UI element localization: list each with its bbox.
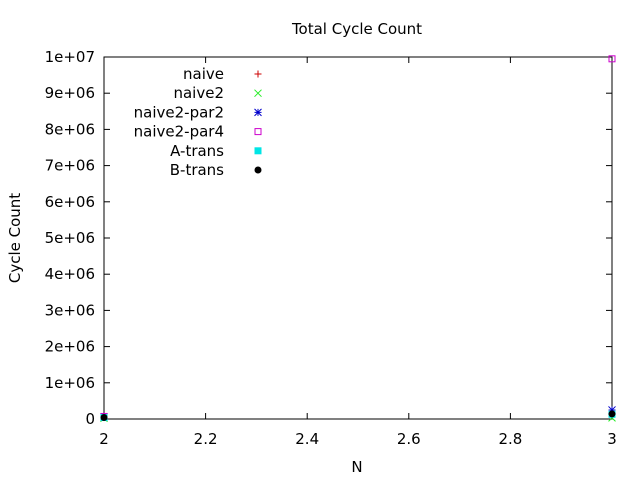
y-axis-label: Cycle Count [6, 193, 24, 283]
data-point-B-trans [608, 410, 616, 418]
x-tick-label: 2 [99, 430, 109, 448]
y-tick-label: 6e+06 [45, 193, 95, 211]
data-points [100, 55, 616, 423]
x-tick-label: 2.4 [295, 430, 319, 448]
legend-label: B-trans [170, 161, 224, 179]
y-tick-label: 7e+06 [45, 157, 95, 175]
legend-marker-naive2-par4 [254, 128, 262, 136]
legend-marker-naive [254, 70, 262, 78]
x-tick-label: 3 [607, 430, 617, 448]
legend-label: naive2-par4 [134, 123, 224, 141]
y-tick-label: 3e+06 [45, 301, 95, 319]
legend-label: naive2-par2 [134, 103, 224, 121]
x-tick-label: 2.8 [498, 430, 522, 448]
x-tick-label: 2.6 [397, 430, 421, 448]
legend-marker-B-trans [254, 166, 262, 174]
y-tick-label: 8e+06 [45, 120, 95, 138]
legend-marker-A-trans [254, 147, 262, 155]
legend-marker-naive2 [254, 89, 262, 98]
y-tick-label: 4e+06 [45, 265, 95, 283]
data-point-B-trans [100, 414, 108, 422]
y-tick-label: 1e+06 [45, 374, 95, 392]
legend-label: naive2 [173, 84, 224, 102]
data-point-naive2-par2 [608, 406, 616, 414]
legend-marker-naive2-par2 [254, 108, 262, 117]
x-tick-label: 2.2 [194, 430, 218, 448]
legend-label: A-trans [170, 142, 224, 160]
y-tick-label: 0 [85, 410, 95, 428]
legend-label: naive [183, 65, 224, 83]
chart-title: Total Cycle Count [291, 20, 422, 38]
y-tick-label: 2e+06 [45, 338, 95, 356]
axis-ticks: 2 2.2 2.4 2.6 2.8 3 0 1e+06 2e+06 3e+06 4e+06 5e+06… [45, 48, 617, 448]
y-tick-label: 9e+06 [45, 84, 95, 102]
data-point-naive2-par4 [608, 55, 616, 63]
x-axis-label: N [351, 458, 362, 476]
y-tick-label: 5e+06 [45, 229, 95, 247]
y-tick-label: 1e+07 [45, 48, 95, 66]
